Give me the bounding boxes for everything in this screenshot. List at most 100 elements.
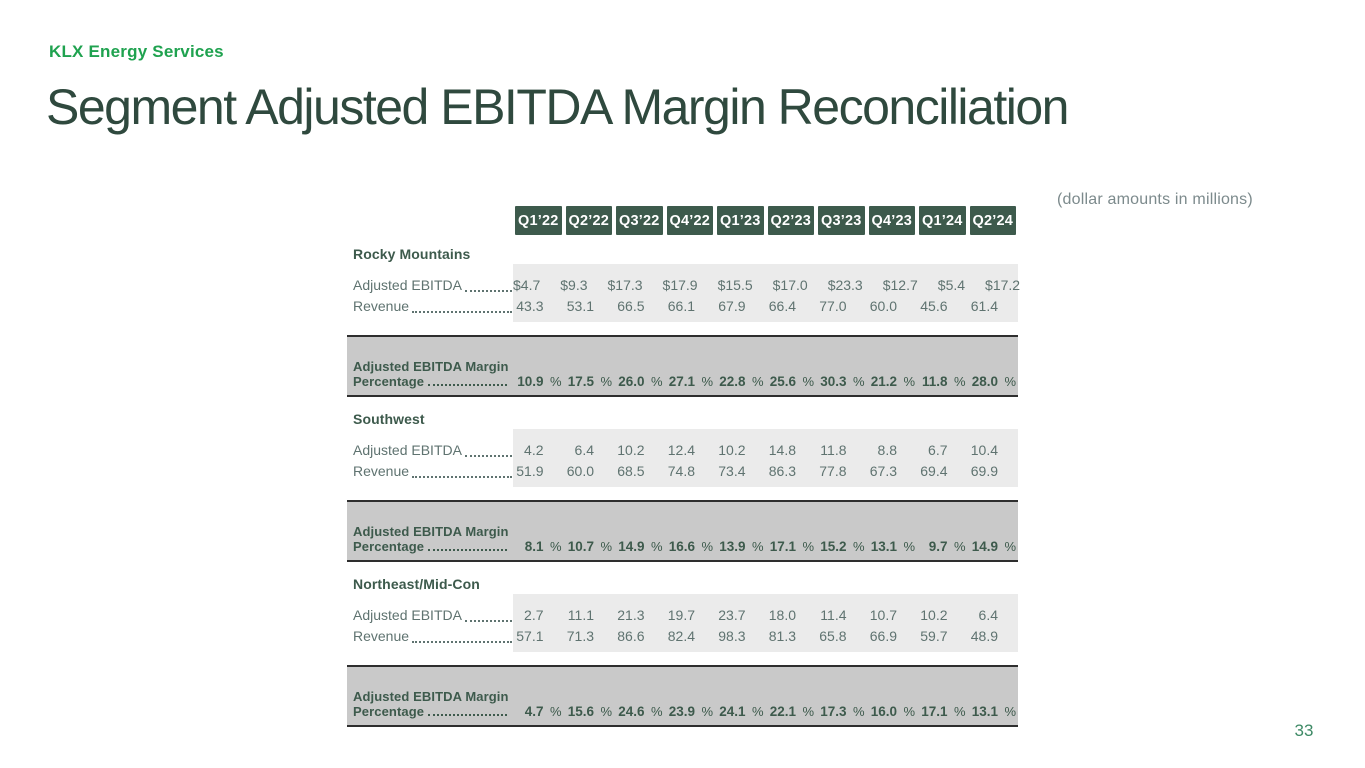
value-cell: 10.2 bbox=[718, 442, 746, 458]
quarter-header: Q2’23 bbox=[767, 206, 814, 235]
value-cell: 19.7 bbox=[667, 607, 695, 623]
dotted-leader bbox=[428, 374, 507, 386]
dotted-leader bbox=[464, 440, 512, 457]
margin-label-line2: Percentage bbox=[353, 539, 513, 554]
margin-value-cell: 30.3% bbox=[816, 374, 867, 389]
margin-band: Adjusted EBITDA Margin Percentage 4.7% 15.6… bbox=[347, 665, 1018, 727]
row-label: Revenue bbox=[347, 296, 513, 317]
section-title: Rocky Mountains bbox=[353, 246, 471, 262]
value-cell: $17.3 bbox=[607, 277, 643, 293]
margin-value: 8.1 bbox=[524, 539, 544, 554]
value-cell: 43.3 bbox=[516, 298, 544, 314]
value-cell: 74.8 bbox=[667, 463, 695, 479]
percent-sign: % bbox=[600, 374, 612, 389]
data-row: Revenue 57.1 71.3 86.6 82.4 98.3 81.3 65.8 66.9 5… bbox=[347, 626, 1018, 647]
row-label-text: Revenue bbox=[353, 463, 410, 479]
margin-row-label: Adjusted EBITDA Margin Percentage bbox=[347, 359, 513, 389]
quarter-header-row: Q1’22 Q2’22 Q3’22 Q4’22 Q1’23 Q2’23 Q3’23 Q4’23… bbox=[347, 206, 1018, 235]
data-row: Revenue 43.3 53.1 66.5 66.1 67.9 66.4 77.0 60.0 4… bbox=[347, 296, 1018, 317]
value-cell: $23.3 bbox=[827, 277, 863, 293]
row-label-text: Revenue bbox=[353, 628, 410, 644]
percent-sign: % bbox=[600, 704, 612, 719]
value-cell: 86.6 bbox=[617, 628, 645, 644]
value-cell: 86.3 bbox=[768, 463, 796, 479]
percent-sign: % bbox=[650, 539, 663, 554]
segment-ebitda-table: Q1’22 Q2’22 Q3’22 Q4’22 Q1’23 Q2’23 Q3’23 Q4’23… bbox=[347, 206, 1020, 727]
margin-value: 10.9 bbox=[517, 374, 544, 389]
margin-value: 21.2 bbox=[870, 374, 897, 389]
row-label: Adjusted EBITDA bbox=[347, 440, 513, 461]
percent-sign: % bbox=[903, 539, 915, 554]
value-cell: 57.1 bbox=[516, 628, 544, 644]
margin-label-line2: Percentage bbox=[353, 374, 513, 389]
value-cell: $17.9 bbox=[662, 277, 698, 293]
row-label: Revenue bbox=[347, 626, 513, 647]
data-row: Adjusted EBITDA 2.7 11.1 21.3 19.7 23.7 18.0 11… bbox=[347, 605, 1018, 626]
margin-value-cell: 10.9% bbox=[513, 374, 564, 389]
margin-value-cell: 9.7% bbox=[917, 539, 968, 554]
section-title: Northeast/Mid-Con bbox=[353, 576, 480, 592]
units-note: (dollar amounts in millions) bbox=[1057, 191, 1253, 208]
percent-sign: % bbox=[751, 539, 764, 554]
margin-value-cell: 13.9% bbox=[715, 539, 766, 554]
value-cell: 10.2 bbox=[617, 442, 645, 458]
percent-sign: % bbox=[852, 704, 865, 719]
percent-sign: % bbox=[701, 704, 713, 719]
row-label-text: Adjusted EBITDA bbox=[353, 607, 462, 623]
value-cell: 8.8 bbox=[877, 442, 897, 458]
value-cell: 10.7 bbox=[869, 607, 897, 623]
margin-value: 13.1 bbox=[870, 539, 897, 554]
margin-value: 22.1 bbox=[769, 704, 796, 719]
value-cell: 82.4 bbox=[667, 628, 695, 644]
percent-sign: % bbox=[953, 539, 966, 554]
value-cell: 81.3 bbox=[768, 628, 796, 644]
percent-sign: % bbox=[852, 539, 865, 554]
percent-sign: % bbox=[1004, 374, 1016, 389]
row-label: Adjusted EBITDA bbox=[347, 275, 513, 296]
section-data-band: Adjusted EBITDA $4.7 $9.3 $17.3 $17.9 $15.5 $1… bbox=[347, 264, 1020, 322]
row-label-text: Revenue bbox=[353, 298, 410, 314]
dotted-leader bbox=[428, 704, 507, 716]
margin-label-line1: Adjusted EBITDA Margin bbox=[353, 524, 509, 539]
value-cell: 77.8 bbox=[819, 463, 847, 479]
value-cell: 73.4 bbox=[718, 463, 746, 479]
margin-value-cell: 24.1% bbox=[715, 704, 766, 719]
margin-value-cell: 8.1% bbox=[513, 539, 564, 554]
quarter-header: Q1’22 bbox=[515, 206, 562, 235]
value-cell: $17.2 bbox=[985, 277, 1021, 293]
value-cell: 77.0 bbox=[819, 298, 847, 314]
margin-value: 16.0 bbox=[870, 704, 897, 719]
value-cell: $4.7 bbox=[513, 277, 541, 293]
percent-sign: % bbox=[903, 704, 915, 719]
margin-value-cell: 23.9% bbox=[665, 704, 716, 719]
value-cell: 21.3 bbox=[617, 607, 645, 623]
margin-value-cell: 17.3% bbox=[816, 704, 867, 719]
quarter-header: Q3’22 bbox=[616, 206, 663, 235]
section-data-band: Adjusted EBITDA 4.2 6.4 10.2 12.4 10.2 14.8 11.… bbox=[347, 429, 1018, 487]
margin-value-cell: 14.9% bbox=[614, 539, 665, 554]
margin-value: 17.5 bbox=[567, 374, 594, 389]
margin-value: 4.7 bbox=[524, 704, 544, 719]
value-cell: 11.8 bbox=[820, 442, 847, 458]
margin-value-cell: 17.1% bbox=[917, 704, 968, 719]
value-cell: 45.6 bbox=[920, 298, 948, 314]
row-label-text: Adjusted EBITDA bbox=[353, 277, 462, 293]
value-cell: 68.5 bbox=[617, 463, 645, 479]
value-cell: 14.8 bbox=[768, 442, 796, 458]
margin-value-cell: 16.6% bbox=[665, 539, 716, 554]
value-cell: 66.4 bbox=[768, 298, 796, 314]
margin-label-line2-text: Percentage bbox=[353, 704, 425, 719]
value-cell: 60.0 bbox=[566, 463, 594, 479]
margin-value: 22.8 bbox=[719, 374, 746, 389]
value-cell: 66.1 bbox=[667, 298, 695, 314]
value-cell: 23.7 bbox=[718, 607, 746, 623]
margin-value: 24.6 bbox=[618, 704, 645, 719]
margin-value: 13.1 bbox=[971, 704, 998, 719]
percent-sign: % bbox=[701, 539, 713, 554]
percent-sign: % bbox=[701, 374, 713, 389]
margin-value: 30.3 bbox=[820, 374, 847, 389]
quarter-header: Q4’22 bbox=[666, 206, 713, 235]
data-row: Adjusted EBITDA 4.2 6.4 10.2 12.4 10.2 14.8 11.… bbox=[347, 440, 1018, 461]
quarter-header: Q1’23 bbox=[717, 206, 764, 235]
margin-value: 15.2 bbox=[820, 539, 847, 554]
